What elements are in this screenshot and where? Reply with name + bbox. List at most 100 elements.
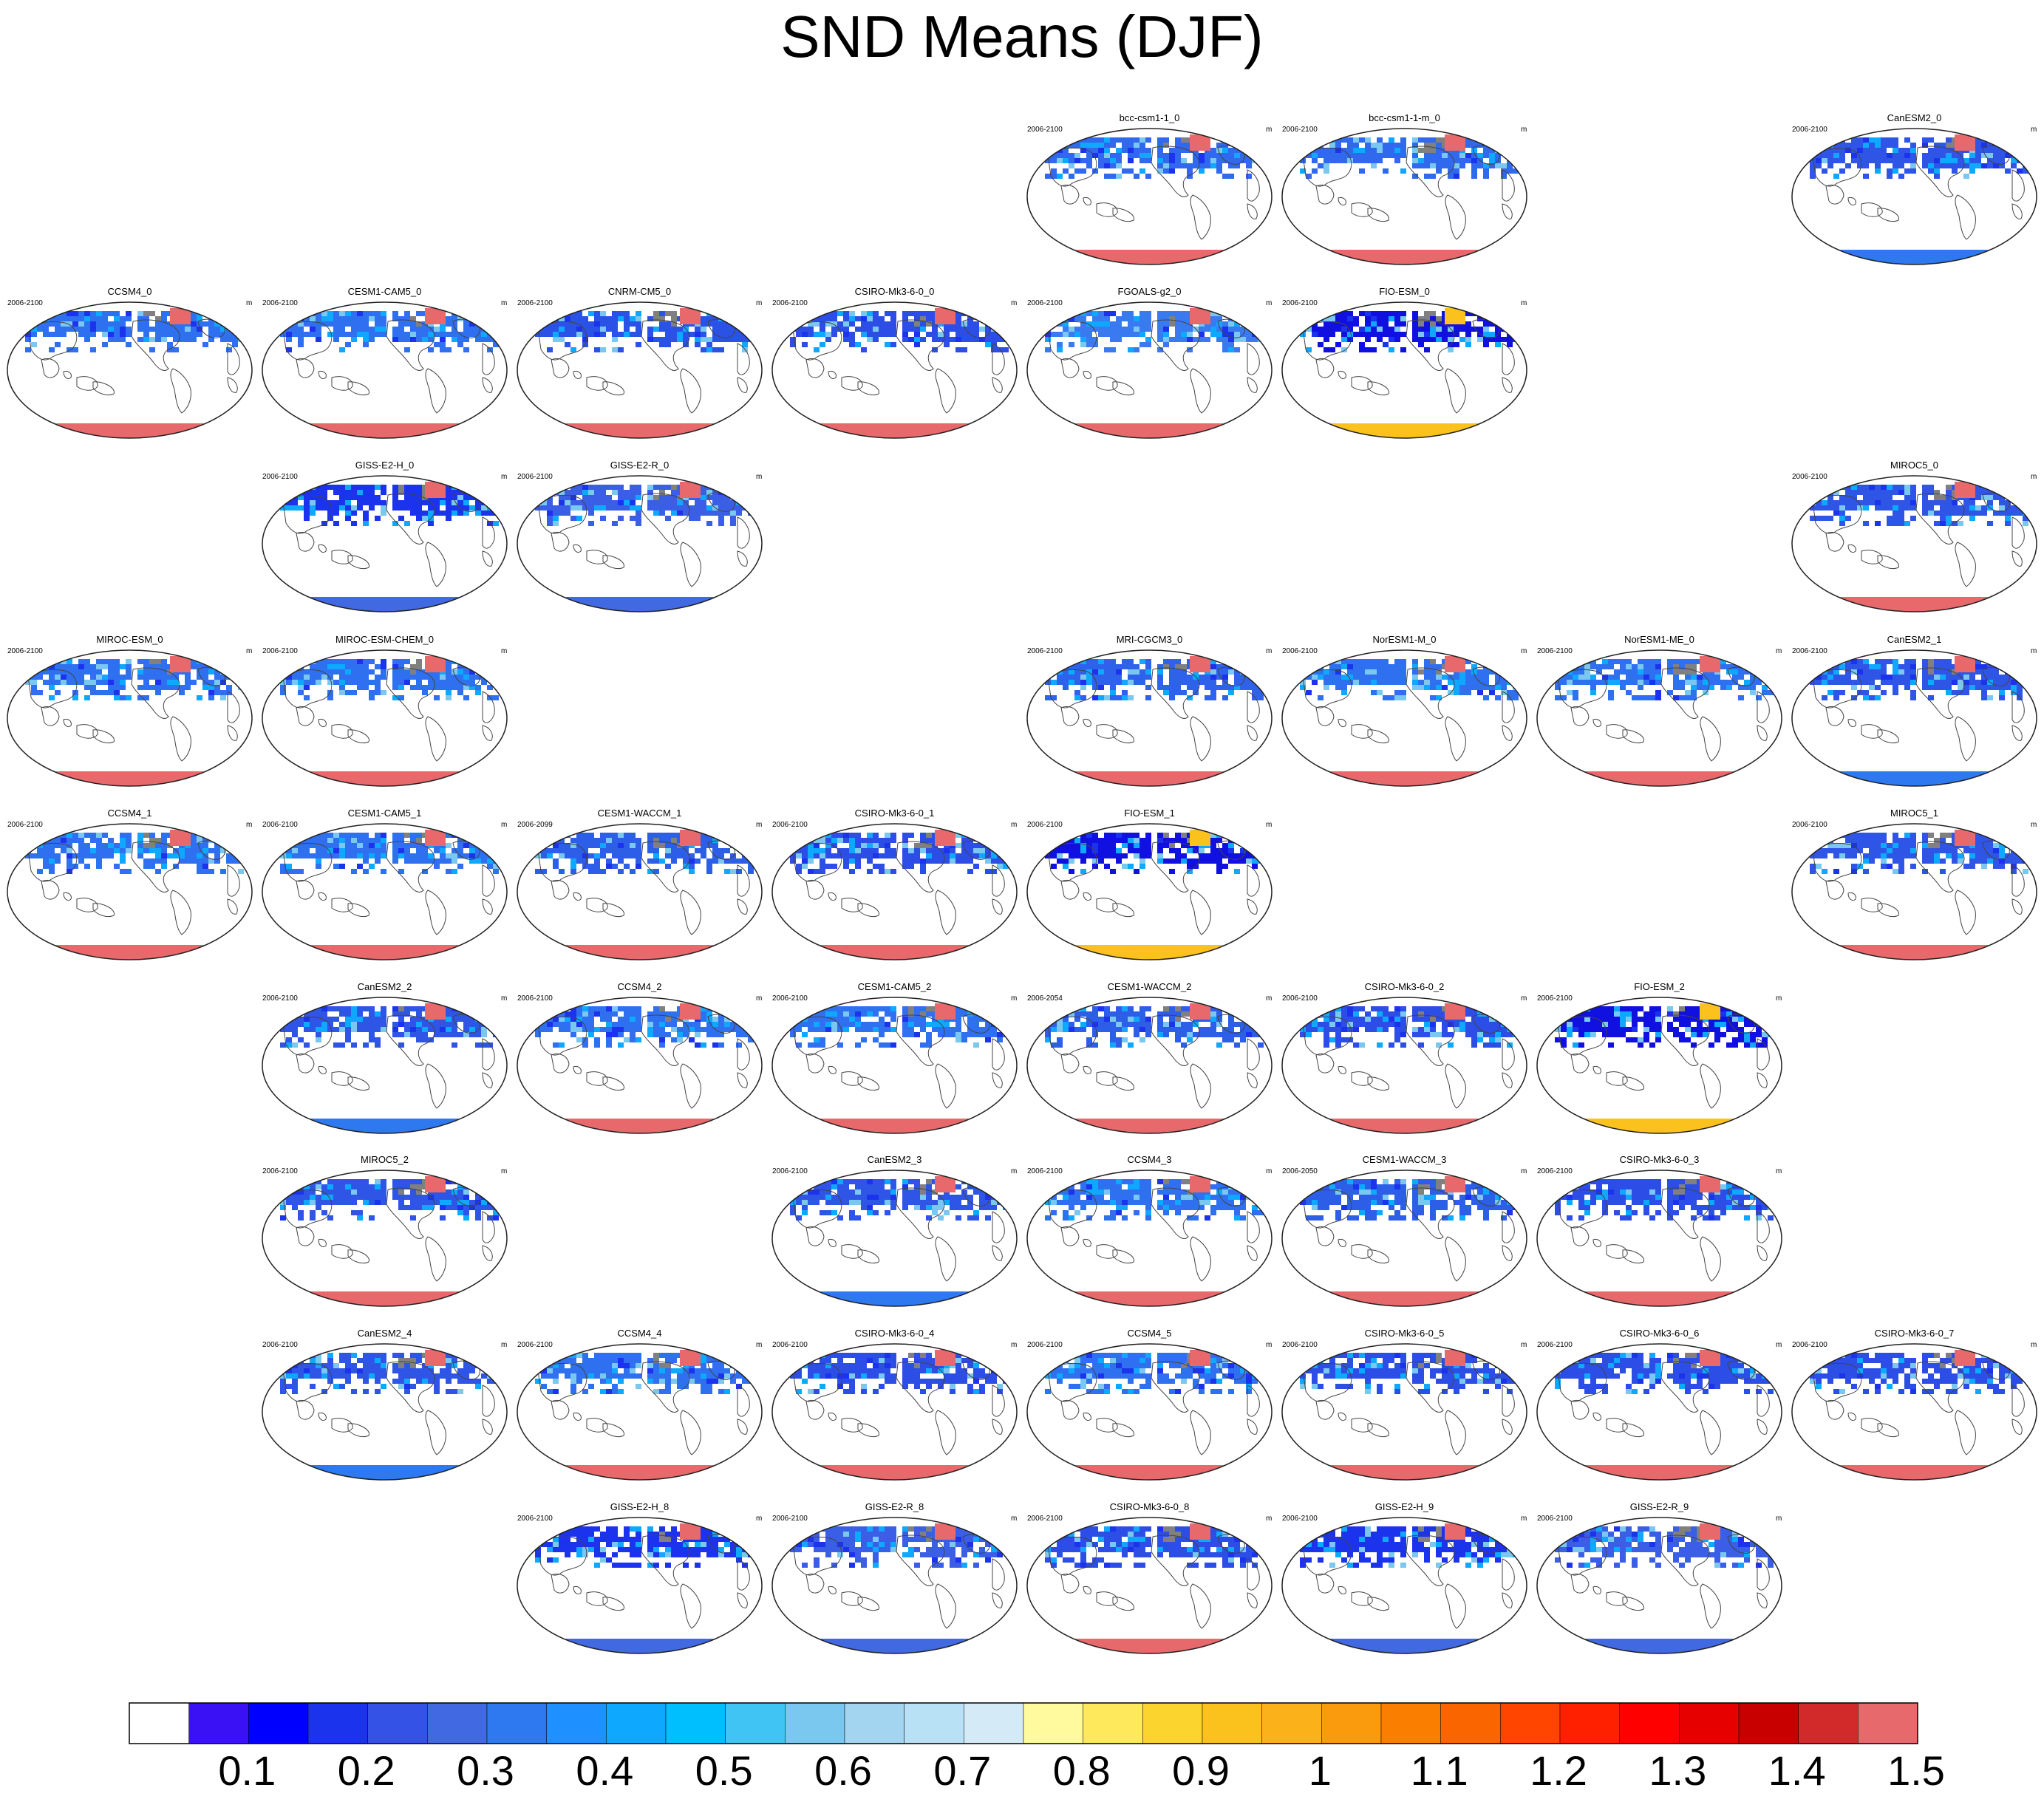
snow-cell bbox=[1833, 675, 1839, 680]
snow-cell bbox=[1465, 321, 1471, 327]
snow-cell bbox=[202, 869, 208, 874]
snow-cell bbox=[600, 327, 606, 332]
snow-cell bbox=[547, 316, 553, 321]
panel-title: bcc-csm1-1-m_0 bbox=[1369, 112, 1440, 123]
snow-cell bbox=[695, 858, 701, 864]
snow-cell bbox=[1999, 490, 2005, 495]
snow-cell bbox=[636, 516, 641, 521]
snow-cell bbox=[1383, 669, 1389, 675]
snow-cell bbox=[143, 332, 149, 337]
snow-cell bbox=[718, 848, 724, 853]
snow-cell bbox=[1667, 659, 1673, 664]
snow-cell bbox=[179, 853, 185, 858]
coastline bbox=[1757, 725, 1768, 741]
snow-cell bbox=[321, 848, 327, 853]
snow-cell bbox=[991, 838, 997, 843]
snow-cell bbox=[920, 321, 926, 327]
snow-cell bbox=[214, 316, 220, 321]
snow-cell bbox=[1827, 495, 1833, 500]
snow-cell bbox=[1922, 511, 1928, 516]
snow-cell bbox=[873, 337, 879, 342]
snow-cell bbox=[446, 675, 452, 680]
snow-cell bbox=[1341, 680, 1347, 685]
snow-cell bbox=[890, 838, 896, 843]
snow-cell bbox=[446, 853, 452, 858]
snow-cell bbox=[594, 869, 600, 874]
snow-cell bbox=[381, 511, 386, 516]
snow-cell bbox=[1946, 500, 1952, 505]
snow-cell bbox=[1365, 659, 1371, 664]
snow-cell bbox=[286, 490, 292, 495]
snow-cell bbox=[2005, 168, 2011, 174]
snow-cell bbox=[1210, 659, 1216, 664]
snow-cell bbox=[665, 327, 671, 332]
snow-cell bbox=[1561, 680, 1567, 685]
snow-cell bbox=[463, 347, 469, 352]
snow-cell bbox=[701, 853, 706, 858]
snow-cell bbox=[873, 332, 879, 337]
snow-cell bbox=[102, 311, 108, 316]
snow-cell bbox=[84, 680, 90, 685]
snow-cell bbox=[232, 321, 238, 327]
snow-cell bbox=[1300, 332, 1306, 337]
snow-cell bbox=[1513, 659, 1519, 664]
snow-cell bbox=[1181, 680, 1187, 685]
snow-cell bbox=[452, 495, 457, 500]
snow-cell bbox=[1875, 505, 1881, 511]
coastline bbox=[1096, 376, 1118, 391]
snow-cell bbox=[961, 321, 967, 327]
snow-cell bbox=[1975, 163, 1981, 168]
snow-cell bbox=[1430, 143, 1436, 148]
snow-cell bbox=[1145, 321, 1151, 327]
snow-cell bbox=[1875, 153, 1881, 158]
snow-cell bbox=[108, 838, 114, 843]
snow-cell bbox=[1157, 685, 1163, 690]
snow-cell bbox=[843, 858, 849, 864]
snow-cell bbox=[1898, 174, 1904, 179]
snow-cell bbox=[1335, 316, 1341, 321]
snow-cell bbox=[2005, 490, 2011, 495]
snow-cell bbox=[404, 853, 410, 858]
snow-cell bbox=[1875, 669, 1881, 675]
snow-cell bbox=[310, 838, 316, 843]
snow-cell bbox=[357, 321, 363, 327]
snow-cell bbox=[1128, 659, 1134, 664]
snow-cell bbox=[67, 869, 72, 874]
snow-cell bbox=[1833, 664, 1839, 669]
snow-cell bbox=[814, 843, 820, 848]
snow-cell bbox=[1383, 675, 1389, 680]
snow-cell bbox=[1139, 158, 1145, 163]
snow-cell bbox=[310, 511, 316, 516]
snow-cell bbox=[120, 695, 126, 700]
snow-cell bbox=[1312, 168, 1318, 174]
snow-cell bbox=[612, 853, 618, 858]
snow-cell bbox=[487, 864, 493, 869]
snow-cell bbox=[1240, 675, 1246, 680]
snow-cell bbox=[363, 848, 369, 853]
snow-cell bbox=[594, 505, 600, 511]
snow-cell bbox=[1128, 143, 1134, 148]
snow-cell bbox=[932, 337, 938, 342]
snow-cell bbox=[724, 833, 730, 838]
snow-cell bbox=[1999, 695, 2005, 700]
greenland-cell bbox=[680, 308, 701, 324]
snow-cell bbox=[392, 838, 398, 843]
snow-cell bbox=[1987, 143, 1993, 148]
snow-cell bbox=[1080, 337, 1086, 342]
snow-cell bbox=[1430, 685, 1436, 690]
snow-cell bbox=[1116, 163, 1122, 168]
snow-cell bbox=[890, 316, 896, 321]
coastline bbox=[1351, 376, 1373, 391]
snow-cell bbox=[475, 664, 481, 669]
snow-cell bbox=[689, 505, 695, 511]
snow-cell bbox=[469, 833, 475, 838]
snow-cell bbox=[1216, 685, 1222, 690]
snow-cell bbox=[363, 490, 369, 495]
snow-cell bbox=[1187, 174, 1193, 179]
snow-cell bbox=[2023, 485, 2028, 490]
snow-cell bbox=[1234, 153, 1240, 158]
snow-cell bbox=[1074, 675, 1080, 680]
snow-cell bbox=[381, 869, 386, 874]
snow-cell bbox=[398, 869, 404, 874]
snow-cell bbox=[1489, 137, 1495, 143]
